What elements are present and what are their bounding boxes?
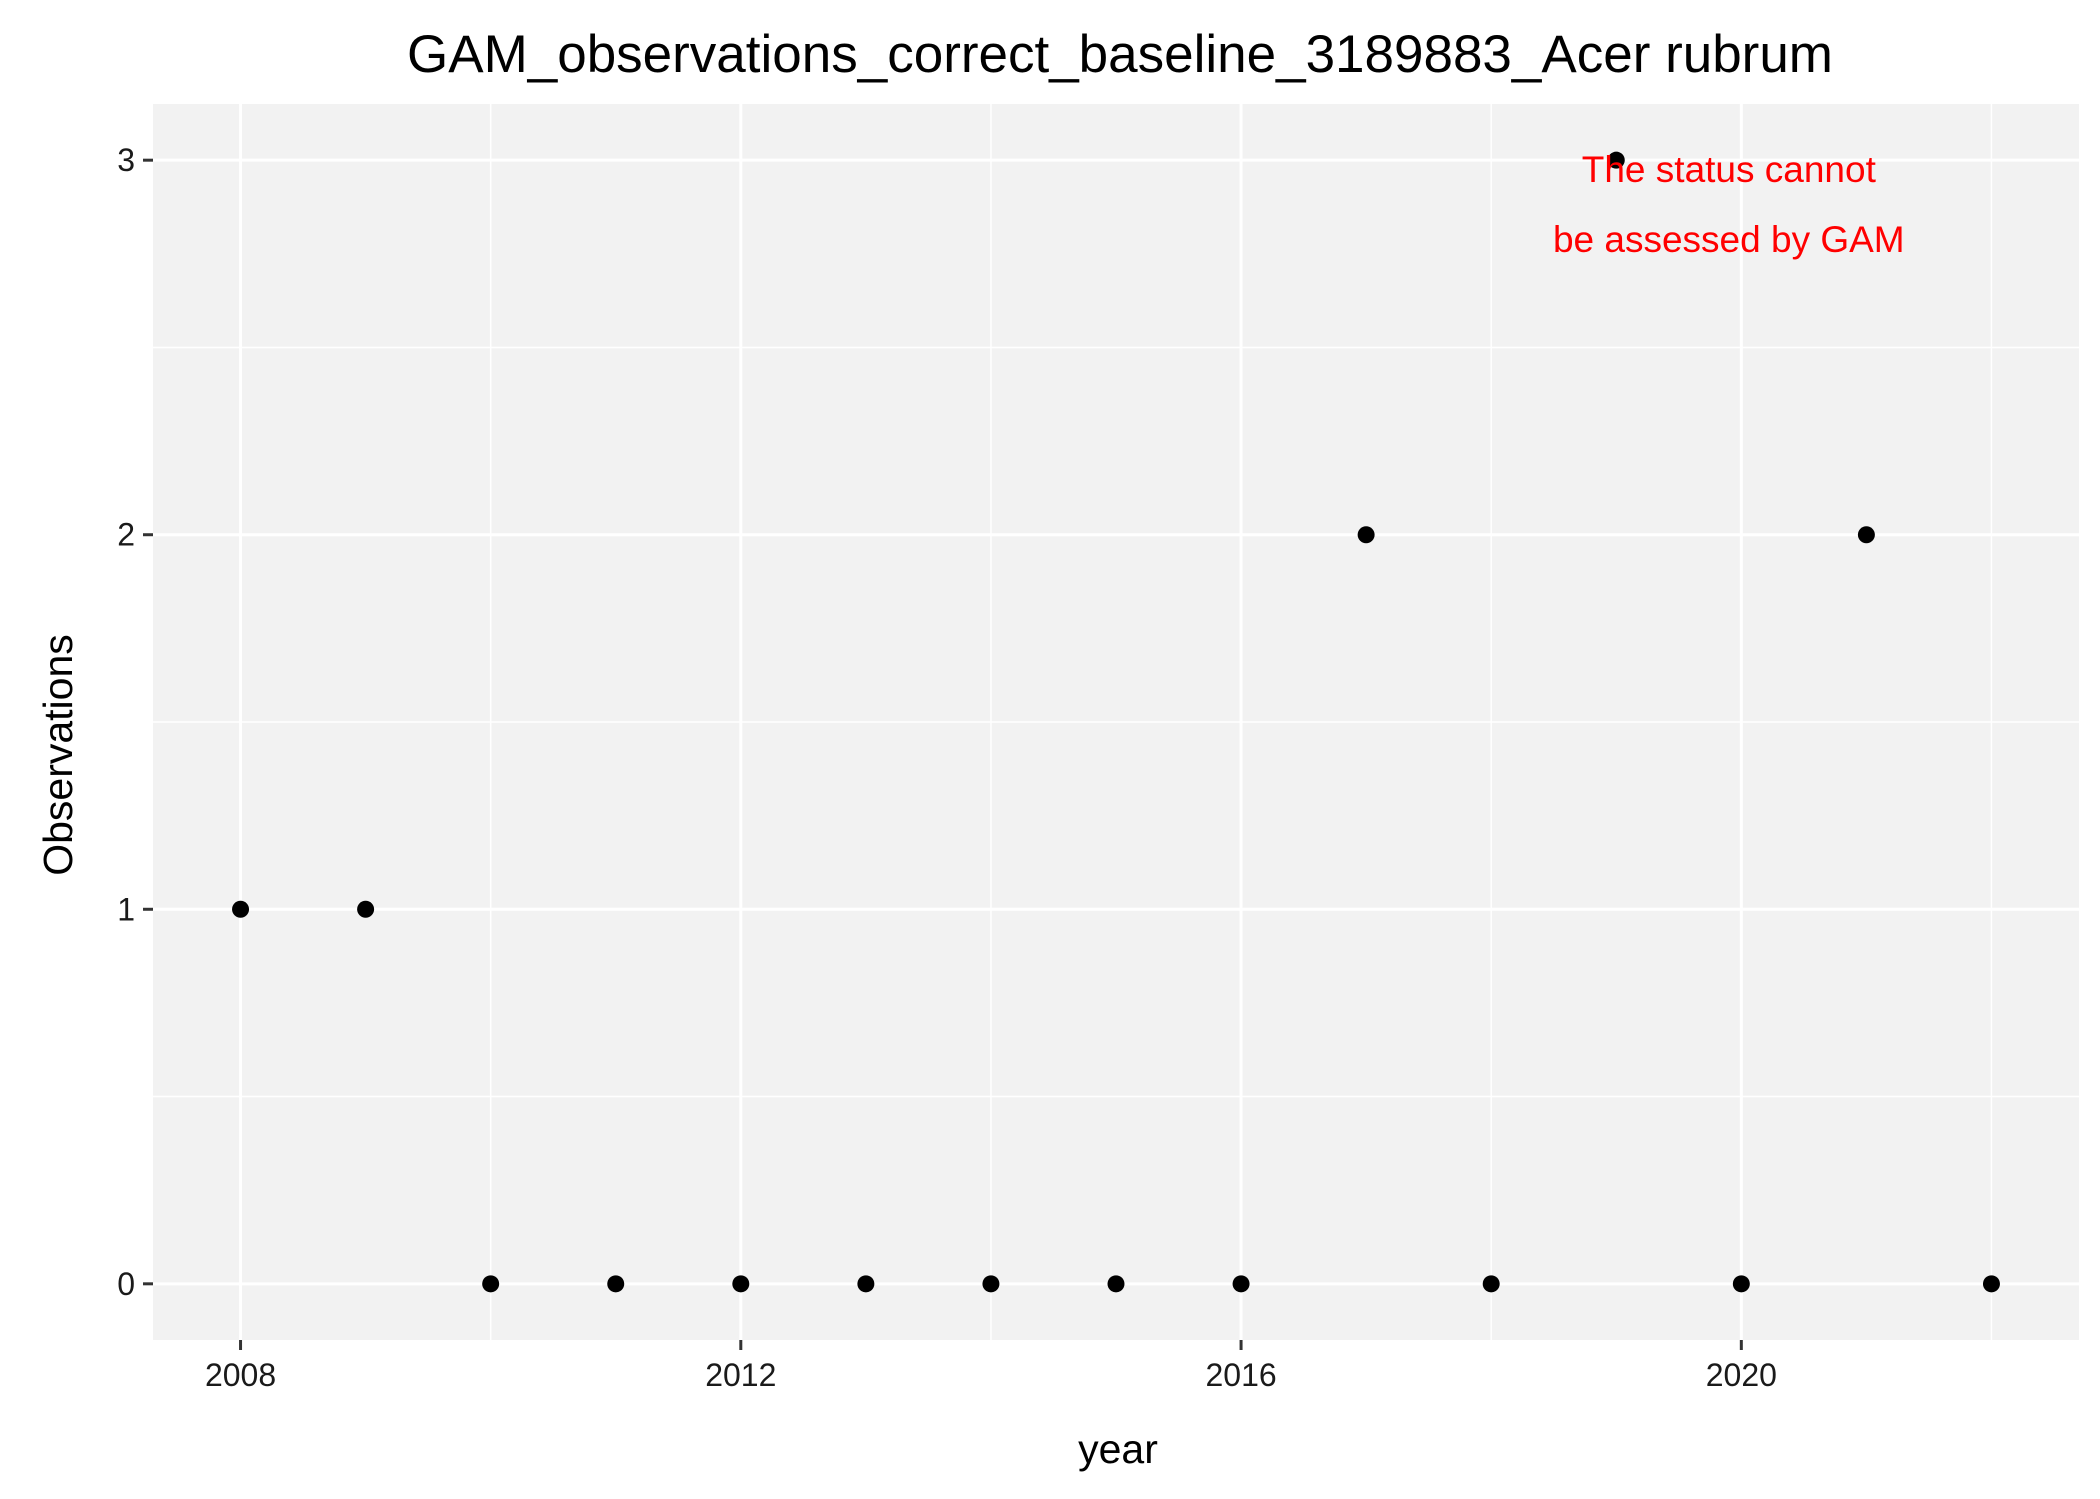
data-point	[732, 1275, 750, 1293]
data-point	[1607, 151, 1625, 169]
annotation-text-line: The status cannot	[1582, 149, 1877, 190]
x-tick-label: 2020	[1706, 1357, 1777, 1393]
data-point	[482, 1275, 500, 1293]
data-point	[357, 900, 375, 918]
data-point	[982, 1275, 1000, 1293]
data-point	[1357, 526, 1375, 544]
data-point	[1107, 1275, 1125, 1293]
y-axis-title: Observations	[35, 634, 81, 876]
x-tick-label: 2012	[705, 1357, 776, 1393]
data-point	[857, 1275, 875, 1293]
y-tick-label: 2	[117, 517, 135, 553]
x-tick-label: 2016	[1205, 1357, 1276, 1393]
data-point	[1982, 1275, 2000, 1293]
annotation-text-line: be assessed by GAM	[1553, 219, 1905, 260]
y-tick-label: 1	[117, 891, 135, 927]
data-point	[232, 900, 250, 918]
y-tick-label: 0	[117, 1266, 135, 1302]
x-axis-title: year	[1078, 1426, 1158, 1472]
data-point	[1232, 1275, 1250, 1293]
data-point	[1732, 1275, 1750, 1293]
chart-title: GAM_observations_correct_baseline_318988…	[407, 25, 1833, 84]
data-point	[607, 1275, 625, 1293]
data-point	[1482, 1275, 1500, 1293]
y-tick-label: 3	[117, 142, 135, 178]
data-point	[1857, 526, 1875, 544]
x-tick-label: 2008	[205, 1357, 276, 1393]
